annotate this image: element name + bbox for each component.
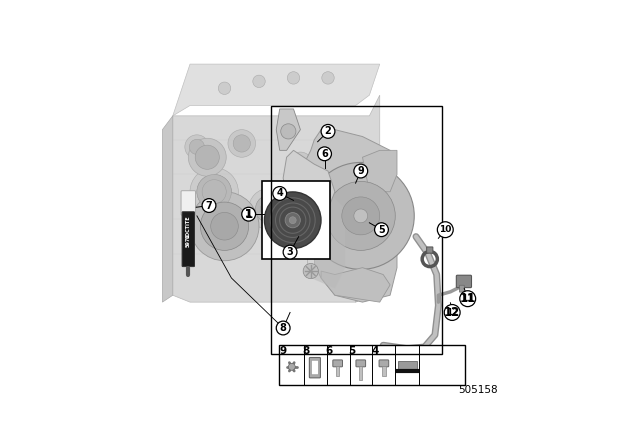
Text: 7: 7 [205,201,212,211]
Circle shape [354,209,367,223]
FancyBboxPatch shape [356,360,365,367]
Text: 1: 1 [245,209,252,219]
Circle shape [273,186,287,200]
Circle shape [276,321,290,335]
Bar [271,105,442,354]
Circle shape [285,213,300,228]
Bar [397,361,417,369]
Bar [382,366,386,376]
FancyBboxPatch shape [181,191,196,215]
Bar [262,181,330,259]
Text: 9: 9 [280,346,287,356]
Circle shape [255,195,283,223]
FancyBboxPatch shape [333,360,342,367]
Circle shape [190,168,238,216]
Text: 11: 11 [461,294,474,303]
FancyBboxPatch shape [379,360,388,367]
Circle shape [242,207,255,221]
Circle shape [303,263,318,279]
Text: 6: 6 [325,346,333,356]
Text: 1: 1 [244,208,253,221]
FancyBboxPatch shape [427,247,433,253]
Circle shape [374,223,388,237]
Circle shape [460,291,476,306]
Polygon shape [276,109,300,151]
Text: 4: 4 [372,346,379,356]
Text: 12: 12 [444,306,460,319]
Circle shape [228,129,255,157]
Text: 11: 11 [460,292,476,305]
FancyBboxPatch shape [456,275,472,288]
Polygon shape [283,151,335,220]
Polygon shape [300,129,397,302]
Text: 4: 4 [276,189,283,198]
Circle shape [185,135,209,159]
Polygon shape [173,95,380,302]
Text: 8: 8 [280,323,287,333]
Text: 9: 9 [357,166,364,176]
Circle shape [307,163,414,269]
Circle shape [202,180,226,204]
Text: 2: 2 [324,126,332,136]
Circle shape [189,139,205,155]
Text: 5: 5 [378,225,385,235]
Polygon shape [311,192,345,289]
Polygon shape [362,151,397,192]
Polygon shape [321,267,390,302]
Bar [336,366,339,376]
Bar [359,366,362,380]
Circle shape [197,174,232,209]
Circle shape [289,217,296,224]
Polygon shape [307,220,314,267]
Circle shape [195,145,220,169]
Circle shape [211,212,238,240]
Circle shape [354,164,367,178]
Text: 5970: 5970 [186,233,191,247]
Circle shape [283,245,297,259]
Circle shape [260,200,278,218]
Circle shape [197,174,232,209]
Text: 10: 10 [439,225,451,234]
Polygon shape [173,64,380,116]
Text: 505158: 505158 [458,385,498,395]
Circle shape [293,156,308,172]
Circle shape [200,202,249,250]
Circle shape [437,222,453,237]
Text: 3: 3 [287,247,293,257]
Circle shape [287,72,300,84]
Circle shape [322,72,334,84]
Text: 5: 5 [349,346,356,356]
Text: 6: 6 [321,149,328,159]
Circle shape [444,305,460,320]
Circle shape [202,198,216,212]
Circle shape [321,125,335,138]
Circle shape [253,75,265,87]
Text: LOCTITE: LOCTITE [186,215,191,237]
Circle shape [188,138,226,176]
Circle shape [317,147,332,161]
Text: 12: 12 [446,308,458,317]
Circle shape [281,124,296,139]
Circle shape [190,192,259,261]
Circle shape [218,82,231,95]
Circle shape [289,363,295,370]
Polygon shape [356,157,380,302]
FancyBboxPatch shape [460,285,464,292]
FancyBboxPatch shape [312,360,318,375]
FancyBboxPatch shape [182,212,195,267]
Text: 8: 8 [303,346,310,356]
Bar [279,345,465,385]
Circle shape [255,195,283,223]
Circle shape [289,152,312,176]
Circle shape [249,188,290,230]
FancyBboxPatch shape [309,358,321,378]
Circle shape [233,135,250,152]
Circle shape [342,197,380,235]
Circle shape [264,192,321,249]
Circle shape [326,181,396,250]
Polygon shape [163,116,173,302]
